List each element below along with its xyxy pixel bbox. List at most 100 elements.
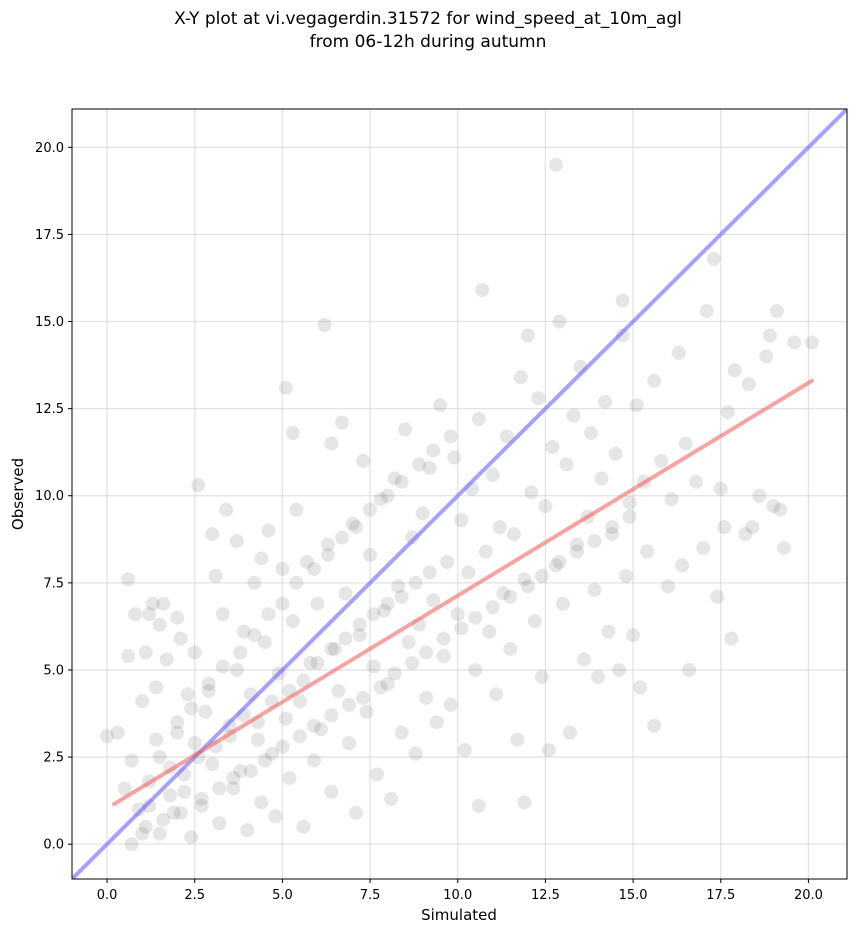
data-point <box>605 527 620 542</box>
data-point <box>184 701 199 716</box>
data-point <box>622 509 637 524</box>
data-point <box>408 575 423 590</box>
data-point <box>569 544 584 559</box>
data-point <box>100 729 115 744</box>
data-point <box>457 743 472 758</box>
data-point <box>436 631 451 646</box>
data-point <box>149 732 164 747</box>
data-point <box>170 610 185 625</box>
data-point <box>359 704 374 719</box>
data-point <box>412 457 427 472</box>
data-point <box>524 485 539 500</box>
data-point <box>338 631 353 646</box>
data-point <box>310 596 325 611</box>
data-point <box>475 283 490 298</box>
data-point <box>289 575 304 590</box>
data-point <box>191 478 206 493</box>
data-point <box>366 607 381 622</box>
data-point <box>187 736 202 751</box>
data-point <box>506 527 521 542</box>
data-point <box>450 607 465 622</box>
data-point <box>373 680 388 695</box>
data-point <box>289 502 304 517</box>
data-point <box>541 743 556 758</box>
data-point <box>121 572 136 587</box>
data-point <box>261 523 276 538</box>
data-point <box>699 304 714 319</box>
data-point <box>559 457 574 472</box>
data-point <box>229 662 244 677</box>
data-point <box>135 694 150 709</box>
data-point <box>419 645 434 660</box>
x-tick-label: 10.0 <box>443 888 472 903</box>
data-point <box>555 596 570 611</box>
data-point <box>296 819 311 834</box>
data-point <box>278 711 293 726</box>
data-point <box>306 718 321 733</box>
data-point <box>710 589 725 604</box>
y-axis-ticks: 0.0 2.5 5.0 7.5 10.0 12.5 15.0 17.5 20.0 <box>35 141 72 853</box>
data-point <box>243 763 258 778</box>
data-point <box>257 635 272 650</box>
plot-frame <box>71 108 848 880</box>
chart-title-line-1: X-Y plot at vi.vegagerdin.31572 for wind… <box>174 9 682 29</box>
data-point <box>152 826 167 841</box>
data-point <box>776 541 791 556</box>
data-point <box>689 474 704 489</box>
data-point <box>149 680 164 695</box>
data-point <box>356 690 371 705</box>
data-point <box>552 554 567 569</box>
data-point <box>170 715 185 730</box>
data-point <box>626 628 641 643</box>
data-point <box>306 561 321 576</box>
data-point <box>394 474 409 489</box>
data-point <box>212 781 227 796</box>
data-point <box>520 328 535 343</box>
data-point <box>601 624 616 639</box>
data-point <box>717 520 732 535</box>
data-point <box>391 579 406 594</box>
data-point <box>503 589 518 604</box>
data-point <box>426 593 441 608</box>
data-point <box>138 819 153 834</box>
data-point <box>562 725 577 740</box>
data-point <box>485 467 500 482</box>
data-point <box>675 558 690 573</box>
data-point <box>517 795 532 810</box>
data-point <box>415 506 430 521</box>
data-point <box>405 655 420 670</box>
data-point <box>576 652 591 667</box>
data-point <box>349 520 364 535</box>
data-point <box>229 534 244 549</box>
data-point <box>152 750 167 765</box>
data-point <box>605 520 620 535</box>
data-point <box>370 767 385 782</box>
data-point <box>342 736 357 751</box>
data-point <box>394 589 409 604</box>
y-tick-label: 12.5 <box>35 402 64 417</box>
data-point <box>766 499 781 514</box>
y-tick-label: 0.0 <box>43 838 64 853</box>
data-point <box>405 530 420 545</box>
data-point <box>184 830 199 845</box>
data-point <box>454 621 469 636</box>
data-point <box>187 645 202 660</box>
data-point <box>706 251 721 266</box>
data-point <box>324 708 339 723</box>
regression-line <box>112 378 814 807</box>
data-point <box>201 683 216 698</box>
data-point <box>128 607 143 622</box>
data-point <box>615 328 630 343</box>
data-point <box>738 527 753 542</box>
data-point <box>156 812 171 827</box>
data-point <box>727 363 742 378</box>
data-point <box>615 293 630 308</box>
data-point <box>310 655 325 670</box>
data-point <box>622 495 637 510</box>
data-point <box>356 453 371 468</box>
data-point <box>531 391 546 406</box>
data-point <box>471 798 486 813</box>
data-point <box>306 753 321 768</box>
data-point <box>194 791 209 806</box>
data-point <box>433 398 448 413</box>
